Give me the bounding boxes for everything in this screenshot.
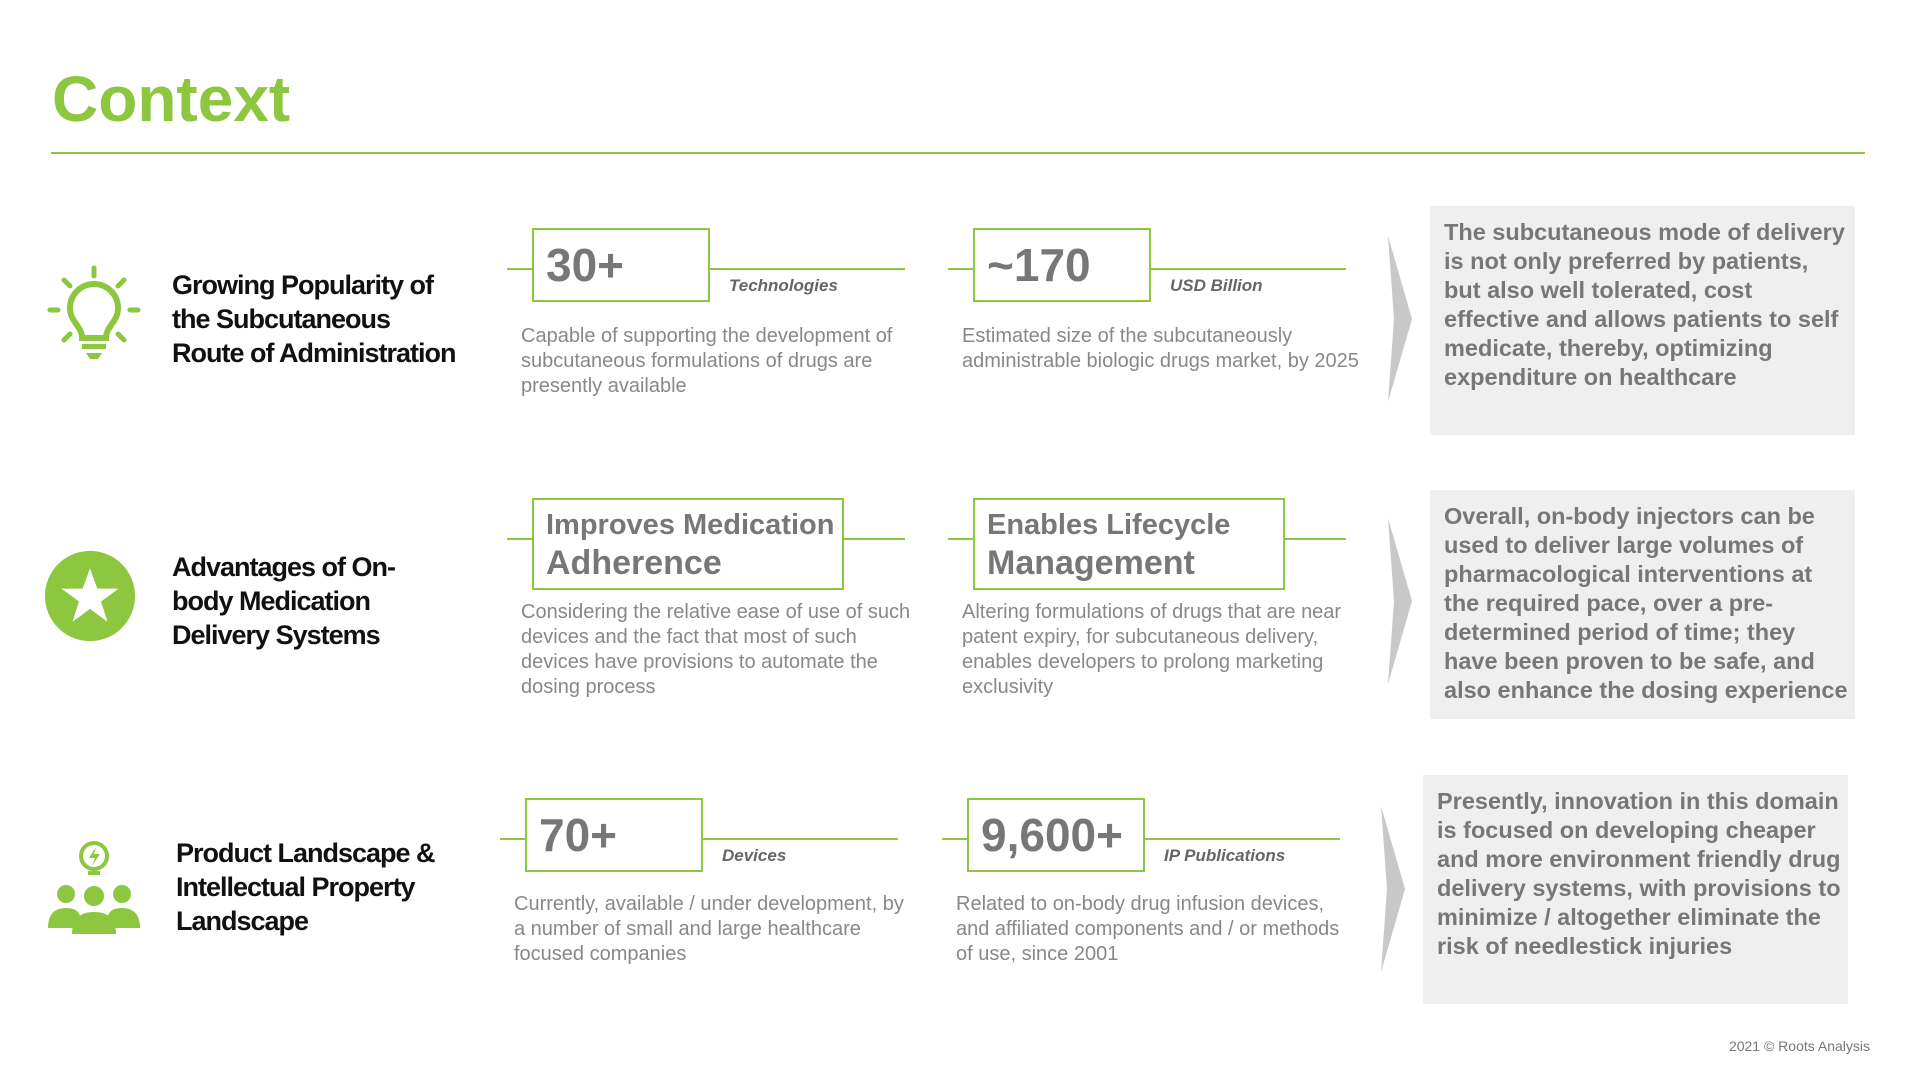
context-row-landscape: Product Landscape & Intellectual Propert…: [0, 775, 1920, 1078]
heading-line: Delivery Systems: [172, 620, 381, 650]
stat-value-line2: Adherence: [546, 544, 722, 582]
team-idea-icon: [48, 841, 140, 934]
stat-description: Altering formulations of drugs that are …: [962, 601, 1342, 698]
star-badge-icon: [44, 550, 136, 642]
heading-line: Landscape: [176, 906, 309, 936]
stat-value-line1: Enables Lifecycle: [987, 509, 1231, 541]
heading-line: Route of Administration: [172, 338, 456, 368]
stat-description: Estimated size of the subcutaneously adm…: [962, 325, 1359, 372]
title-divider: [51, 152, 1865, 154]
stat-description: Currently, available / under development…: [514, 893, 904, 965]
stat-value: ~170: [973, 228, 1151, 302]
stat-value-line2: Management: [987, 544, 1195, 582]
context-row-popularity: Growing Popularity of the Subcutaneous R…: [0, 206, 1920, 508]
chevron-right-icon: [1388, 518, 1412, 684]
heading-line: Advantages of On-: [172, 552, 396, 582]
stat-unit: IP Publications: [1164, 846, 1286, 865]
heading-line: Growing Popularity of: [172, 270, 434, 300]
chevron-right-icon: [1381, 806, 1405, 972]
stat-description: Capable of supporting the development of…: [521, 325, 893, 397]
stat-value-line1: Improves Medication: [546, 509, 835, 541]
context-row-advantages: Advantages of On- body Medication Delive…: [0, 490, 1920, 778]
heading-line: the Subcutaneous: [172, 304, 391, 334]
chevron-right-icon: [1388, 236, 1412, 402]
row-heading: Growing Popularity of the Subcutaneous R…: [172, 268, 456, 370]
heading-line: Intellectual Property: [176, 872, 416, 902]
stat-value: 30+: [532, 228, 710, 302]
stat-value: Improves Medication Adherence: [532, 498, 844, 590]
heading-line: Product Landscape &: [176, 838, 436, 868]
lightbulb-icon: [47, 265, 141, 359]
row-heading: Advantages of On- body Medication Delive…: [172, 550, 396, 652]
stat-description: Related to on-body drug infusion devices…: [956, 893, 1340, 965]
summary-box: Overall, on-body injectors can be used t…: [1430, 490, 1855, 719]
stat-description: Considering the relative ease of use of …: [521, 601, 911, 698]
stat-value: 70+: [525, 798, 703, 872]
stat-value: 9,600+: [967, 798, 1145, 872]
stat-unit: Technologies: [729, 276, 838, 295]
stat-unit: Devices: [722, 846, 787, 865]
stat-unit: USD Billion: [1170, 276, 1263, 295]
heading-line: body Medication: [172, 586, 371, 616]
row-heading: Product Landscape & Intellectual Propert…: [176, 836, 436, 938]
page-title: Context: [52, 63, 291, 135]
stat-value: Enables Lifecycle Management: [973, 498, 1285, 590]
copyright-footer: 2021 © Roots Analysis: [1728, 1038, 1870, 1054]
summary-box: Presently, innovation in this domain is …: [1423, 775, 1848, 1004]
summary-box: The subcutaneous mode of delivery is not…: [1430, 206, 1855, 435]
